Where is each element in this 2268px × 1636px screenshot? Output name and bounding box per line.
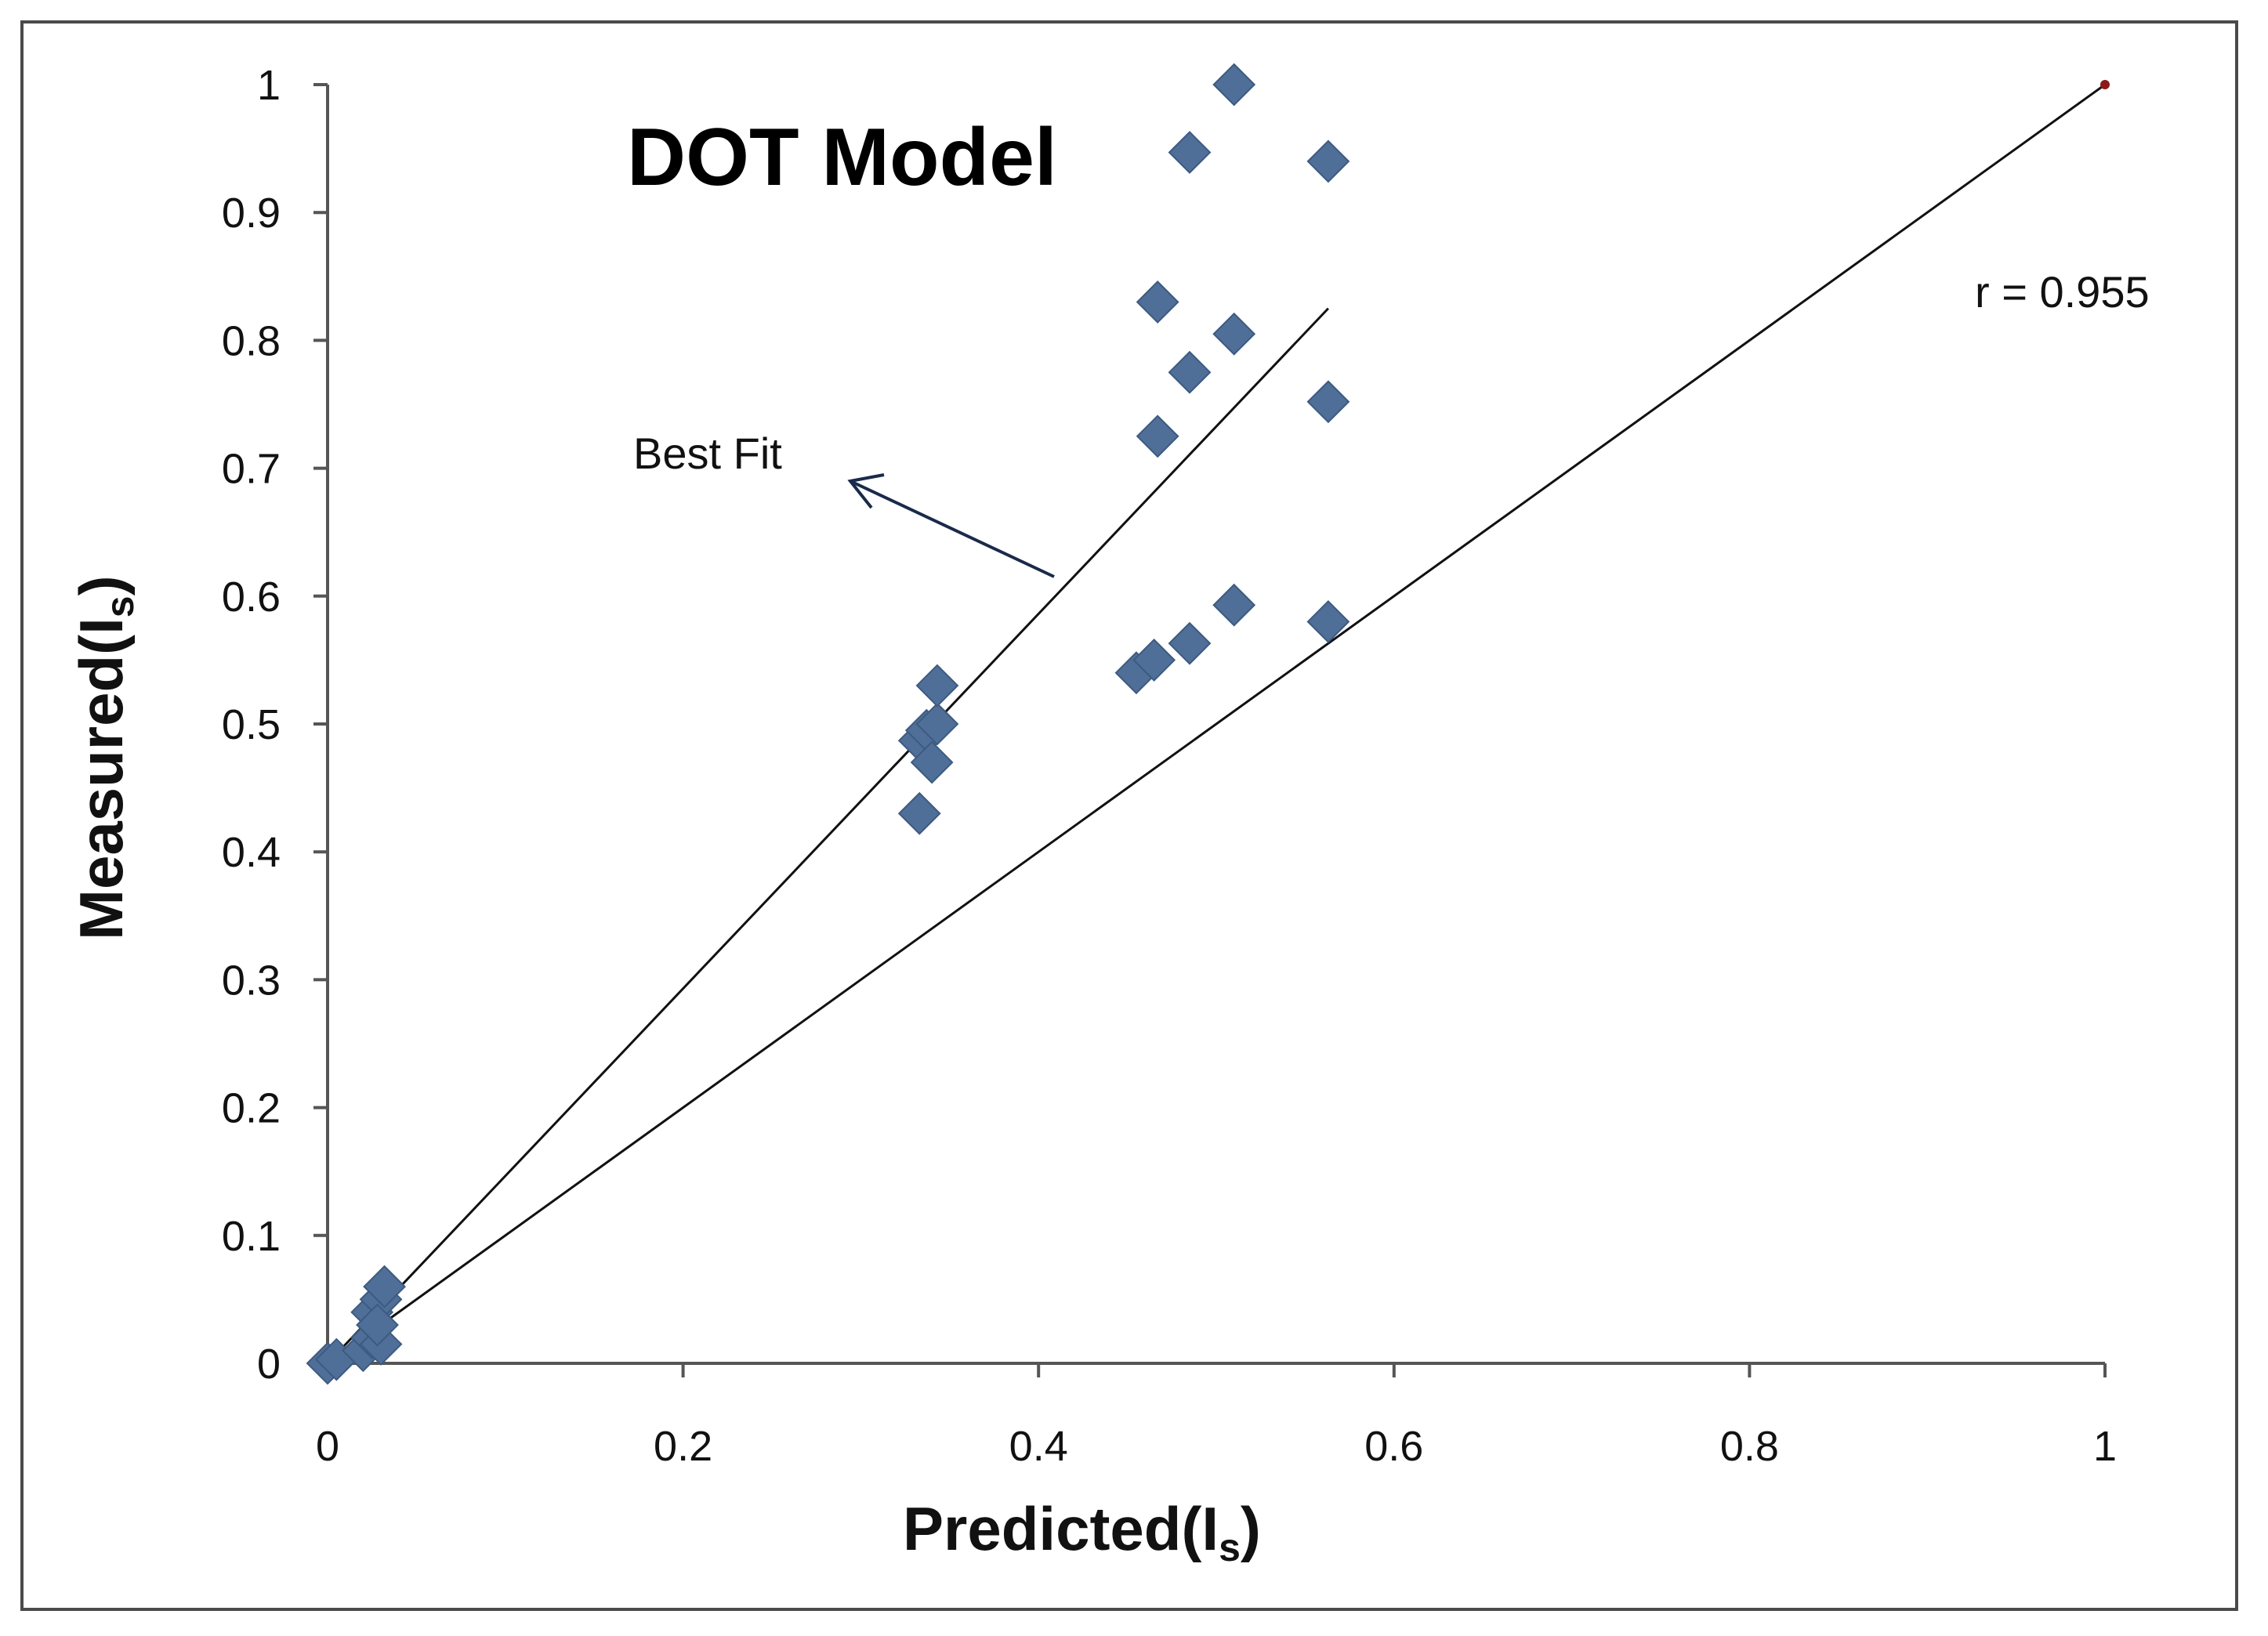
data-point bbox=[1306, 600, 1350, 643]
y-tick-label: 0.5 bbox=[222, 701, 281, 748]
y-axis-title-main: Measured(I bbox=[67, 617, 136, 940]
x-tick-label: 0 bbox=[316, 1423, 339, 1470]
data-point bbox=[1136, 414, 1179, 458]
chart-title: DOT Model bbox=[627, 112, 1057, 203]
data-point bbox=[1136, 281, 1179, 324]
y-tick-label: 0.6 bbox=[222, 574, 281, 621]
r-annotation: r = 0.955 bbox=[1975, 267, 2150, 317]
data-point bbox=[1132, 638, 1176, 682]
y-axis-title-sub: s bbox=[98, 595, 142, 617]
data-point bbox=[1168, 621, 1212, 665]
data-point bbox=[1306, 139, 1350, 183]
x-axis-title: Predicted(Is) bbox=[903, 1494, 1261, 1569]
y-tick-label: 0.2 bbox=[222, 1085, 281, 1132]
y-tick-label: 0.7 bbox=[222, 446, 281, 493]
y-tick-label: 1 bbox=[257, 62, 281, 109]
y-tick-label: 0.9 bbox=[222, 190, 281, 237]
data-point bbox=[1212, 583, 1256, 627]
data-point bbox=[1168, 131, 1212, 174]
y-tick-label: 0.3 bbox=[222, 957, 281, 1004]
x-tick-label: 0.4 bbox=[1009, 1423, 1068, 1470]
reference-lines bbox=[326, 80, 2110, 1365]
data-point bbox=[1168, 350, 1212, 394]
arrow-shaft bbox=[850, 480, 1055, 578]
arrow-head bbox=[847, 473, 885, 509]
data-point bbox=[897, 791, 941, 835]
x-tick-label: 0.8 bbox=[1720, 1423, 1779, 1470]
data-point bbox=[910, 740, 954, 784]
x-axis-title-close: ) bbox=[1241, 1494, 1261, 1563]
line-end-point bbox=[2100, 80, 2110, 89]
best-fit-label: Best Fit bbox=[633, 429, 782, 478]
chart-frame bbox=[20, 20, 2238, 1611]
x-tick-label: 1 bbox=[2093, 1423, 2117, 1470]
data-point bbox=[915, 702, 959, 746]
data-point bbox=[915, 664, 959, 708]
data-point bbox=[356, 1303, 399, 1347]
data-point bbox=[1212, 312, 1256, 356]
y-tick-label: 0 bbox=[257, 1341, 281, 1388]
data-point bbox=[1212, 63, 1256, 107]
best-fit-arrow bbox=[847, 473, 1055, 578]
y-ticks: 0 0.1 0.2 0.3 0.4 0.5 0.6 0.7 0.8 0.9 1 bbox=[222, 62, 328, 1388]
data-point bbox=[1306, 380, 1350, 424]
data-points bbox=[306, 63, 1350, 1385]
y-tick-label: 0.1 bbox=[222, 1213, 281, 1260]
y-tick-label: 0.4 bbox=[222, 829, 281, 876]
y-tick-label: 0.8 bbox=[222, 317, 281, 364]
y-axis-title-close: ) bbox=[67, 575, 136, 595]
x-tick-label: 0.2 bbox=[654, 1423, 712, 1470]
1-1-line-line bbox=[327, 83, 2106, 1365]
x-axis-title-main: Predicted(I bbox=[903, 1494, 1219, 1563]
y-axis-title: Measured(Is) bbox=[67, 575, 142, 940]
x-axis-title-sub: s bbox=[1219, 1526, 1241, 1569]
best-fit-line bbox=[326, 307, 1329, 1365]
x-tick-label: 0.6 bbox=[1364, 1423, 1423, 1470]
data-point bbox=[363, 1265, 406, 1308]
x-ticks: 0 0.2 0.4 0.6 0.8 1 bbox=[316, 1363, 2117, 1470]
